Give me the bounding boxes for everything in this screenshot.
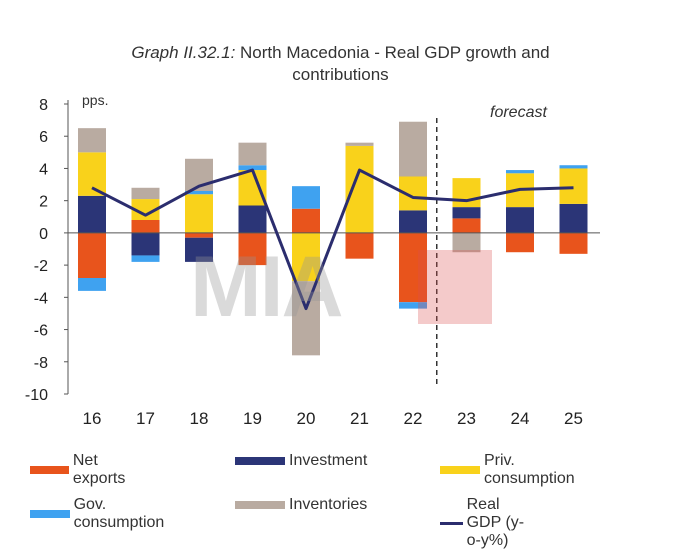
y-tick-label: -4 [34, 290, 48, 307]
legend-label: Net exports [72, 452, 126, 487]
x-tick-label: 19 [243, 409, 262, 428]
bar-segment [559, 203, 588, 233]
forecast-annotation: forecast [490, 104, 547, 121]
y-tick-label: 2 [39, 194, 48, 211]
x-tick-label: 18 [190, 409, 209, 428]
chart-title-lead: Graph II.32.1: [131, 43, 236, 62]
bar-segment [506, 170, 534, 174]
bar-segment [345, 232, 374, 259]
bar-segment [399, 210, 427, 233]
bar-segment [506, 207, 534, 233]
bar-segment [292, 186, 320, 209]
bar-segment [399, 232, 427, 303]
legend-swatch [440, 521, 463, 525]
bar-segment [292, 208, 320, 233]
legend-item: Investment [235, 452, 367, 470]
bar-segment [292, 232, 320, 282]
bar-segment [78, 278, 106, 291]
chart-title-main: North Macedonia - Real GDP growth and [235, 43, 550, 62]
x-tick-label: 17 [136, 409, 155, 428]
bar-segment [506, 232, 534, 253]
legend-item: Priv. consumption [440, 452, 585, 488]
bar-segment [559, 168, 588, 204]
x-tick-label: 22 [404, 409, 423, 428]
bar-segment [78, 195, 106, 233]
y-tick-label: -8 [34, 355, 48, 372]
y-tick-label: -10 [25, 387, 48, 404]
bar-segment [559, 165, 588, 169]
y-tick-label: 4 [39, 161, 48, 178]
bar-segment [238, 205, 267, 233]
gdp-line [91, 168, 574, 311]
y-tick-label: -2 [34, 258, 48, 275]
bar-segment [399, 121, 427, 177]
bar-segment [238, 170, 267, 206]
y-tick-label: -6 [34, 323, 48, 340]
bar-segment [345, 145, 374, 233]
legend-item: Gov. consumption [30, 496, 175, 532]
legend-item: Net exports [30, 452, 136, 488]
bar-segment [185, 237, 213, 262]
legend-swatch [440, 466, 480, 474]
x-tick-label: 25 [564, 409, 583, 428]
bar-segment [131, 220, 160, 233]
y-tick-label: 0 [39, 226, 48, 243]
legend-item: Inventories [235, 496, 367, 514]
y-unit-label: pps. [82, 92, 109, 108]
x-tick-label: 20 [297, 409, 316, 428]
bar-segment [399, 302, 427, 309]
bar-segment [185, 232, 213, 238]
bar-segment [452, 207, 481, 219]
bar-segment [238, 142, 267, 166]
x-tick-label: 21 [350, 409, 369, 428]
y-tick-label: 8 [39, 97, 48, 114]
x-tick-label: 23 [457, 409, 476, 428]
legend-swatch [235, 457, 285, 465]
chart-title-line2: contributions [292, 65, 389, 84]
bar-segment [131, 232, 160, 256]
bar-segment [238, 232, 267, 266]
legend-item: Real GDP (y-o-y%) [440, 496, 528, 550]
bar-segment [78, 232, 106, 278]
bar-segment [78, 128, 106, 153]
legend-swatch [235, 501, 285, 509]
bar-segment [185, 194, 213, 233]
legend-label: Investment [289, 452, 368, 469]
bar-segment [345, 142, 374, 146]
legend-label: Inventories [289, 496, 368, 513]
legend-swatch [30, 466, 69, 474]
bar-segment [238, 165, 267, 171]
bar-segment [292, 281, 320, 356]
bar-segment [452, 178, 481, 208]
x-tick-label: 24 [511, 409, 530, 428]
bar-segment [131, 255, 160, 262]
bar-segment [131, 187, 160, 200]
x-tick-label: 16 [83, 409, 102, 428]
bar-segment [131, 199, 160, 220]
legend-label: Gov. consumption [73, 496, 165, 531]
chart-title: Graph II.32.1: North Macedonia - Real GD… [0, 42, 681, 86]
bar-segment [185, 191, 213, 195]
bar-segment [559, 232, 588, 254]
legend-swatch [30, 510, 70, 518]
legend-label: Priv. consumption [483, 452, 575, 487]
y-tick-label: 6 [39, 129, 48, 146]
bar-segment [452, 232, 481, 253]
legend-label: Real GDP (y-o-y%) [466, 496, 525, 549]
bar-segment [452, 218, 481, 233]
